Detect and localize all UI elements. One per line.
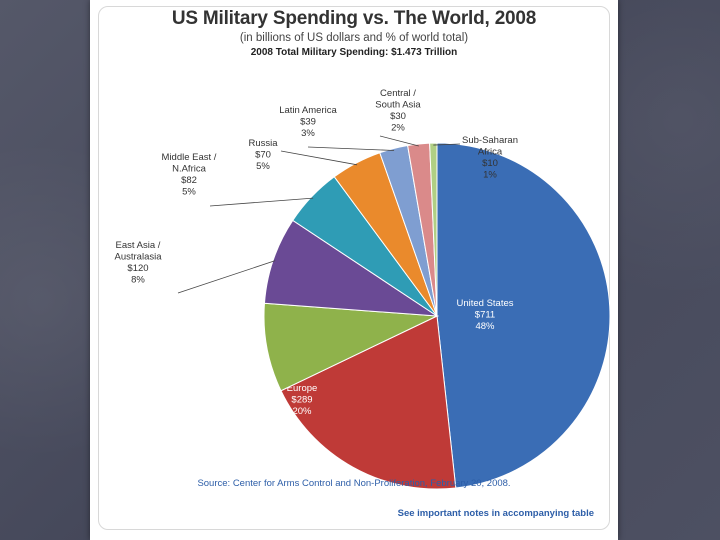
notes-link[interactable]: See important notes in accompanying tabl… bbox=[397, 508, 594, 519]
slice-label: Sub-Saharan Africa $10 1% bbox=[462, 135, 518, 181]
leader-line bbox=[307, 146, 395, 151]
slice-label: Russia $70 5% bbox=[248, 138, 278, 172]
chart-header: US Military Spending vs. The World, 2008… bbox=[90, 8, 618, 58]
slice-label: Central / South Asia $30 2% bbox=[375, 88, 421, 134]
leader-line bbox=[209, 197, 314, 207]
pie-slice-sub-saharan-africa bbox=[429, 142, 438, 317]
slice-label: Latin America $39 3% bbox=[279, 105, 337, 139]
slice-label: Europe $289 20% bbox=[287, 383, 318, 417]
chart-total: 2008 Total Military Spending: $1.473 Tri… bbox=[250, 47, 458, 58]
leader-line bbox=[280, 150, 358, 166]
source-note: Source: Center for Arms Control and Non-… bbox=[197, 478, 511, 489]
pie-chart: United States $711 48% Europe $289 20% China $1… bbox=[115, 88, 611, 490]
chart-title: US Military Spending vs. The World, 2008 bbox=[171, 8, 537, 29]
leader-line bbox=[177, 260, 276, 294]
leader-line bbox=[379, 135, 419, 147]
slice-label: Middle East / N.Africa $82 5% bbox=[162, 152, 217, 198]
slice-label: United States $711 48% bbox=[456, 298, 513, 332]
leader-line bbox=[433, 143, 461, 146]
pie-slice-united-states bbox=[436, 142, 611, 489]
pie-slice-east-asia-australasia bbox=[263, 219, 439, 317]
chart-card: US Military Spending vs. The World, 2008… bbox=[90, 0, 618, 540]
slice-label: China $122 8% bbox=[209, 320, 235, 354]
pie-slice-china bbox=[263, 302, 439, 392]
chart-subtitle: (in billions of US dollars and % of worl… bbox=[239, 32, 469, 44]
slice-label: East Asia / Australasia $120 8% bbox=[115, 240, 163, 286]
pie-slice-europe bbox=[280, 315, 457, 490]
